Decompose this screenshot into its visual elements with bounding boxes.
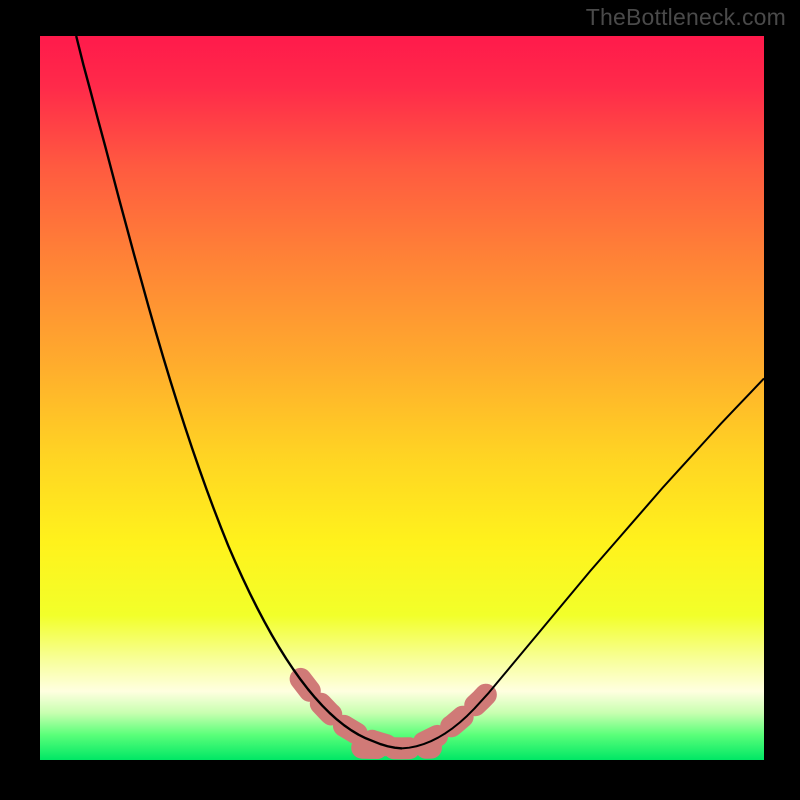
bottleneck-chart-svg (0, 0, 800, 800)
chart-stage: TheBottleneck.com (0, 0, 800, 800)
plot-background (40, 36, 764, 760)
